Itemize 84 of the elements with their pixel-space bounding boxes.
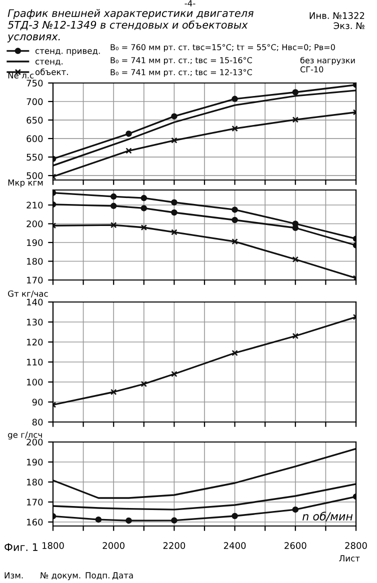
point xyxy=(232,238,238,245)
point xyxy=(171,137,178,144)
text: B₀ = 760 мм рт. ст. tвс=15°C; tт = 55°C; Hвс=0; Pв=0 xyxy=(110,44,335,52)
point xyxy=(110,222,117,228)
y-tick-label: 170 xyxy=(27,276,43,284)
point xyxy=(292,89,299,96)
text: Дата xyxy=(112,572,133,580)
text: Лист xyxy=(339,555,360,562)
point xyxy=(110,202,117,210)
point xyxy=(292,256,299,262)
legend-label: стенд. привед. xyxy=(35,49,100,56)
y-tick-label: 170 xyxy=(27,498,43,506)
point xyxy=(292,224,299,231)
point xyxy=(171,199,178,206)
point xyxy=(110,193,117,200)
y-tick-label: 700 xyxy=(26,98,43,106)
text: B₀ = 741 мм рт. ст.; tвс = 15-16°C xyxy=(110,57,252,65)
y-axis-title: Ne л.с xyxy=(8,72,34,78)
y-tick-label: 190 xyxy=(27,239,43,246)
y-tick-label: 650 xyxy=(26,116,43,124)
y-tick-label: 190 xyxy=(27,458,43,466)
y-tick-label: 90 xyxy=(32,398,43,406)
legend-label: стенд. xyxy=(35,60,63,66)
text: -4- xyxy=(184,0,196,6)
point xyxy=(140,205,148,212)
y-tick-label: 130 xyxy=(27,318,43,326)
point xyxy=(171,370,178,378)
x-tick-label: 2000 xyxy=(102,542,124,549)
point xyxy=(232,512,238,520)
point xyxy=(140,224,148,231)
y-tick-label: 200 xyxy=(26,220,43,228)
line-series xyxy=(53,448,356,499)
y-tick-label: 140 xyxy=(27,298,43,306)
x-tick-label: 2200 xyxy=(163,542,186,549)
point xyxy=(126,130,132,137)
point xyxy=(140,380,148,388)
point xyxy=(232,96,238,102)
x-tick-label: 2400 xyxy=(224,542,246,549)
point xyxy=(171,229,178,236)
point xyxy=(171,113,178,120)
y-tick-label: 500 xyxy=(26,172,43,180)
point xyxy=(232,216,238,224)
point xyxy=(232,125,238,132)
point xyxy=(171,517,178,524)
x-tick-label: 1800 xyxy=(42,542,64,549)
y-tick-label: 180 xyxy=(27,258,43,265)
y-axis-title: Mкр кгм xyxy=(8,179,43,188)
point xyxy=(292,332,299,340)
y-axis-title: Gт кг/час xyxy=(8,290,48,298)
point xyxy=(292,506,299,513)
point xyxy=(171,209,178,216)
text: № докум. xyxy=(40,572,80,580)
text: Фиг. 1 xyxy=(4,543,38,551)
point xyxy=(126,148,132,154)
chart-title: График внешней характеристики двигателя 5ТД-3 №12-1349 в стендовых и объектовых условиях. xyxy=(7,9,254,42)
line-series xyxy=(53,483,356,510)
point xyxy=(232,206,238,213)
y-tick-label: 80 xyxy=(32,418,43,426)
point xyxy=(140,194,148,202)
y-tick-label: 200 xyxy=(26,438,43,446)
y-tick-label: 120 xyxy=(27,338,43,346)
y-tick-label: 180 xyxy=(27,478,43,486)
y-tick-label: 160 xyxy=(27,518,43,526)
x-tick-label: 2800 xyxy=(345,542,367,549)
point xyxy=(110,388,117,396)
x-tick-label: 2600 xyxy=(284,542,306,549)
y-tick-label: 750 xyxy=(26,80,43,87)
point xyxy=(95,516,102,523)
point xyxy=(232,350,238,356)
legend-label: объект. xyxy=(35,68,68,76)
text: Подп. xyxy=(86,572,110,580)
y-tick-label: 110 xyxy=(27,358,43,366)
y-tick-label: 550 xyxy=(26,154,43,161)
x-axis-title: n об/мин xyxy=(302,512,353,522)
text: без нагрузки СГ-10 xyxy=(300,57,355,72)
y-axis-title: ge г/лсч xyxy=(8,432,42,440)
text: B₀ = 741 мм рт. ст.; tвс = 12-13°C xyxy=(110,69,252,77)
point xyxy=(292,116,299,123)
y-tick-label: 600 xyxy=(26,135,43,142)
point xyxy=(126,517,132,524)
y-tick-label: 210 xyxy=(26,202,43,209)
y-tick-label: 100 xyxy=(27,378,43,386)
text: Изм. xyxy=(4,572,23,578)
text: Инв. №1322 Экз. № xyxy=(310,12,364,30)
